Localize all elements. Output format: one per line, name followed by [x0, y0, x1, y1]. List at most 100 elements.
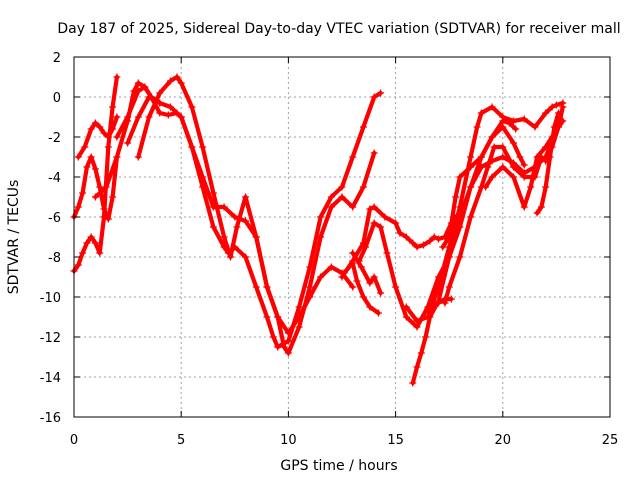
y-tick-label: -4 — [48, 171, 61, 186]
data-point — [87, 153, 95, 161]
data-point — [499, 143, 507, 151]
data-point — [413, 363, 421, 371]
data-point — [156, 99, 164, 107]
data-point — [413, 317, 421, 325]
data-point — [477, 153, 485, 161]
data-point — [510, 139, 518, 147]
series-15 — [424, 295, 455, 313]
data-point — [377, 289, 385, 297]
data-point — [413, 323, 421, 331]
data-point — [467, 153, 475, 161]
data-point — [327, 193, 335, 201]
data-point — [113, 113, 121, 121]
data-point — [327, 263, 335, 271]
data-point — [166, 103, 174, 111]
data-point — [145, 93, 153, 101]
data-point — [113, 153, 121, 161]
data-point — [134, 79, 142, 87]
data-point — [533, 209, 541, 217]
x-tick-label: 0 — [70, 433, 78, 448]
data-point — [100, 205, 108, 213]
data-point — [445, 283, 453, 291]
data-point — [366, 303, 374, 311]
data-point — [233, 223, 241, 231]
series-16 — [439, 123, 528, 251]
data-point — [445, 233, 453, 241]
data-point — [559, 103, 567, 111]
data-point — [338, 273, 346, 281]
data-point — [531, 123, 539, 131]
data-point — [79, 249, 87, 257]
data-point — [542, 143, 550, 151]
y-tick-label: -2 — [48, 131, 61, 146]
data-point — [409, 379, 417, 387]
series-6 — [134, 73, 378, 357]
data-point — [510, 173, 518, 181]
data-point — [456, 173, 464, 181]
plot-frame — [73, 56, 611, 418]
series-line — [114, 84, 383, 350]
data-point — [488, 103, 496, 111]
data-point — [520, 203, 528, 211]
data-point — [419, 241, 427, 249]
data-point — [177, 113, 185, 121]
data-point — [274, 313, 282, 321]
data-point — [79, 189, 87, 197]
data-point — [467, 163, 475, 171]
data-point — [284, 337, 292, 345]
data-point — [533, 153, 541, 161]
data-point — [227, 253, 235, 261]
data-point — [362, 243, 370, 251]
data-point — [477, 109, 485, 117]
series-18 — [533, 109, 563, 217]
data-point — [295, 303, 303, 311]
data-point — [188, 143, 196, 151]
data-point — [317, 213, 325, 221]
data-point — [145, 113, 153, 121]
data-point — [295, 313, 303, 321]
data-point — [370, 93, 378, 101]
data-point — [188, 103, 196, 111]
data-point — [452, 193, 460, 201]
data-point — [488, 173, 496, 181]
data-point — [349, 153, 357, 161]
data-point — [327, 203, 335, 211]
data-point — [430, 233, 438, 241]
data-point — [74, 203, 82, 211]
data-point — [512, 125, 520, 133]
data-point — [317, 233, 325, 241]
data-point — [441, 295, 449, 303]
data-point — [104, 133, 112, 141]
data-point — [134, 113, 142, 121]
data-point — [349, 283, 357, 291]
data-point — [263, 283, 271, 291]
data-point — [173, 73, 181, 81]
data-point — [100, 129, 108, 137]
data-point — [370, 203, 378, 211]
data-point — [284, 329, 292, 337]
data-point — [499, 163, 507, 171]
data-point — [499, 153, 507, 161]
data-point — [349, 257, 357, 265]
data-point — [499, 123, 507, 131]
data-point — [74, 153, 82, 161]
data-point — [199, 143, 207, 151]
data-point — [434, 299, 442, 307]
data-point — [456, 213, 464, 221]
data-point — [353, 277, 361, 285]
data-point — [559, 117, 567, 125]
data-point — [295, 323, 303, 331]
data-point — [456, 253, 464, 261]
data-point — [366, 279, 374, 287]
data-point — [357, 263, 365, 271]
data-point — [370, 149, 378, 157]
data-point — [199, 173, 207, 181]
data-point — [417, 349, 425, 357]
data-point — [499, 113, 507, 121]
x-tick-label: 15 — [387, 433, 404, 448]
data-point — [377, 223, 385, 231]
data-point — [104, 143, 112, 151]
data-point — [409, 239, 417, 247]
data-point — [546, 153, 554, 161]
